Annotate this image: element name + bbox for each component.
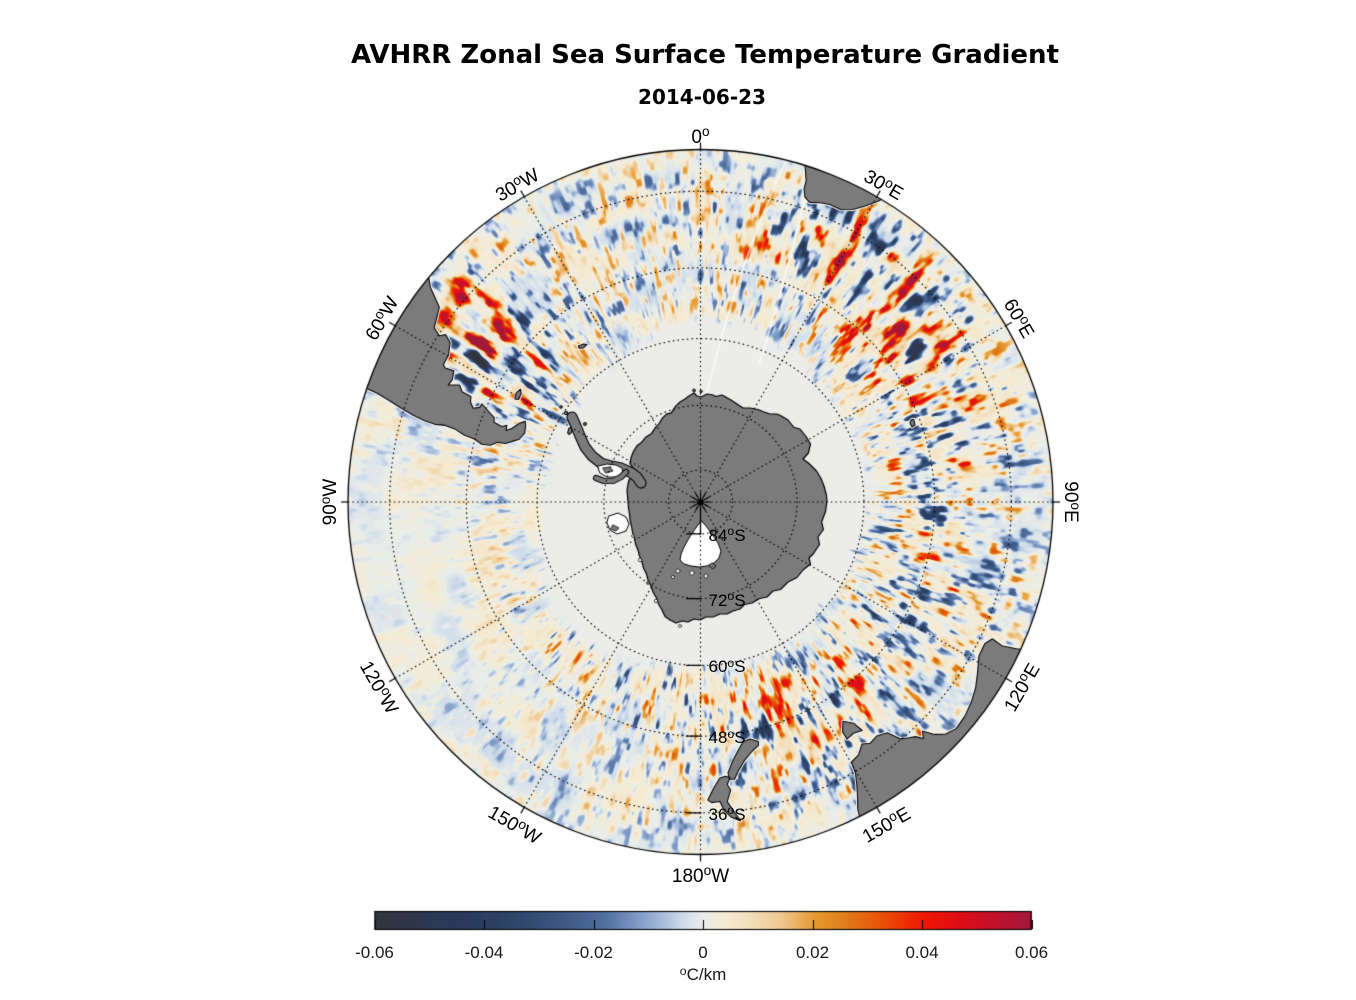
colorbar-tick-0.06: 0.06 bbox=[1014, 943, 1049, 962]
colorbar-tick-0: 0 bbox=[698, 943, 708, 962]
colorbar-tick-0.02: 0.02 bbox=[795, 943, 830, 962]
colorbar-tick--0.04: -0.04 bbox=[464, 943, 504, 962]
colorbar-tick--0.02: -0.02 bbox=[574, 943, 613, 962]
colorbar-tick--0.06: -0.06 bbox=[355, 943, 394, 962]
colorbar-units-label: oC/km bbox=[679, 963, 727, 984]
colorbar-tick-0.04: 0.04 bbox=[905, 943, 939, 962]
